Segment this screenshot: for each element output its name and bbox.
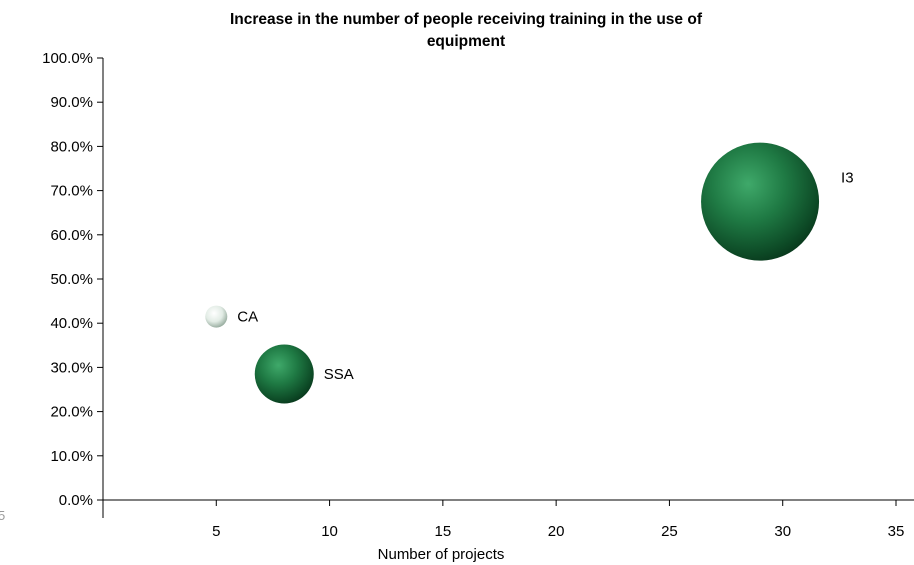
x-tick-label: 25 <box>661 523 678 540</box>
x-tick-label: 35 <box>888 523 905 540</box>
y-tick-label: 70.0% <box>50 183 93 200</box>
y-tick-label: 60.0% <box>50 227 93 244</box>
chart-title-line-1: Increase in the number of people receivi… <box>230 11 703 28</box>
x-tick-label: 20 <box>548 523 565 540</box>
chart-title-line-2: equipment <box>427 33 505 50</box>
x-tick-label: 5 <box>212 523 220 540</box>
y-tick-label: 30.0% <box>50 359 93 376</box>
bubble-ca <box>205 305 228 328</box>
x-tick-label: 10 <box>321 523 338 540</box>
chart-title: Increase in the number of people receivi… <box>230 11 703 50</box>
bubble-series: CA SSA I3 <box>205 142 854 404</box>
bubble-ssa <box>254 344 314 404</box>
y-tick-label: 80.0% <box>50 138 93 155</box>
y-tick-label: 50.0% <box>50 271 93 288</box>
bubble-label-i3: I3 <box>841 170 854 187</box>
stray-edge-text: 5 <box>0 508 6 523</box>
x-axis-ticks: 5 10 15 20 25 30 35 <box>102 500 905 540</box>
y-tick-label: 100.0% <box>42 50 93 67</box>
x-tick-label: 30 <box>774 523 791 540</box>
bubble-i3 <box>701 142 820 261</box>
y-tick-label: 90.0% <box>50 94 93 111</box>
bubble-label-ssa: SSA <box>324 366 354 383</box>
y-axis-ticks: 0.0% 10.0% 20.0% 30.0% 40.0% 50.0% 60.0% 70.0% 8… <box>42 50 103 509</box>
y-tick-label: 20.0% <box>50 404 93 421</box>
bubble-label-ca: CA <box>237 309 258 326</box>
y-tick-label: 0.0% <box>59 492 93 509</box>
y-tick-label: 40.0% <box>50 315 93 332</box>
y-tick-label: 10.0% <box>50 448 93 465</box>
x-axis-label: Number of projects <box>378 546 505 563</box>
x-tick-label: 15 <box>435 523 452 540</box>
